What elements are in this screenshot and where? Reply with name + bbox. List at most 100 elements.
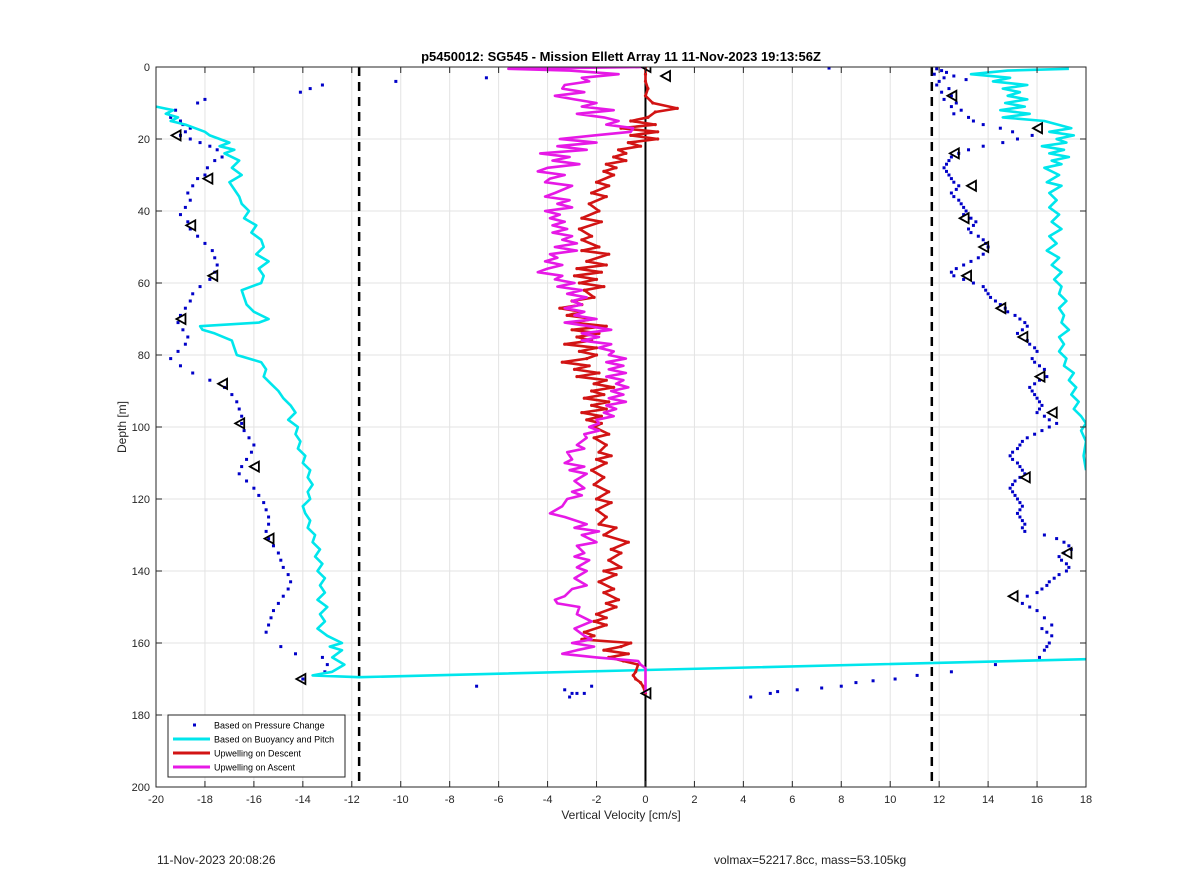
pressure-point	[249, 450, 253, 454]
descent-point	[634, 677, 638, 681]
pressure-point	[267, 522, 271, 526]
pressure-point	[215, 148, 219, 152]
pressure-point	[570, 691, 574, 695]
triangle-marker	[965, 179, 977, 193]
x-tick-label: -18	[197, 794, 213, 806]
pressure-point	[940, 69, 944, 73]
pressure-point	[183, 205, 187, 209]
pressure-point	[188, 137, 192, 141]
descent-point	[572, 274, 577, 278]
descent-point	[585, 418, 589, 422]
pressure-point	[198, 141, 202, 145]
pressure-point	[952, 180, 956, 184]
pressure-point	[942, 97, 946, 101]
pressure-point	[196, 101, 200, 105]
triangle-marker	[262, 532, 275, 546]
x-tick-label: 10	[884, 794, 896, 806]
pressure-point	[1035, 396, 1039, 400]
descent-point	[575, 335, 579, 339]
descent-point	[634, 670, 638, 674]
x-tick-label: 14	[982, 794, 994, 806]
triangle-marker	[994, 301, 1007, 315]
descent-point	[594, 457, 599, 461]
descent-point	[612, 385, 616, 389]
pressure-point	[1013, 493, 1017, 497]
descent-point	[616, 598, 621, 602]
pressure-point	[949, 191, 953, 195]
triangle-marker	[1045, 406, 1058, 420]
pressure-point	[220, 155, 224, 159]
pressure-point	[935, 83, 939, 87]
pressure-point	[186, 191, 190, 195]
series-line	[156, 105, 1086, 679]
triangle-marker	[1060, 546, 1073, 560]
descent-point	[612, 173, 616, 177]
pressure-point	[937, 79, 941, 83]
pressure-point	[257, 493, 261, 497]
pressure-point	[308, 87, 312, 91]
descent-point	[646, 115, 650, 119]
pressure-point	[1047, 641, 1051, 645]
pressure-point	[935, 67, 939, 71]
pressure-point	[981, 285, 985, 289]
pressure-point	[1011, 483, 1015, 487]
x-tick-label: -8	[445, 794, 455, 806]
pressure-point	[976, 234, 980, 238]
y-tick-label: 20	[138, 134, 150, 146]
pressure-point	[1028, 385, 1032, 389]
pressure-point	[208, 378, 212, 382]
pressure-point	[827, 67, 831, 70]
pressure-point	[188, 299, 192, 303]
legend-label: Upwelling on Descent	[214, 749, 302, 759]
pressure-point	[945, 70, 948, 74]
triangle-marker	[639, 686, 652, 700]
descent-point	[604, 443, 608, 447]
pressure-point	[986, 292, 990, 296]
descent-point	[604, 162, 608, 166]
pressure-point	[188, 198, 192, 202]
footer-volmax-mass: volmax=52217.8cc, mass=53.105kg	[714, 853, 907, 867]
pressure-point	[1023, 472, 1027, 476]
pressure-point	[1018, 317, 1022, 321]
descent-point	[609, 547, 613, 552]
pressure-point	[169, 357, 173, 361]
series-line	[558, 67, 679, 694]
pressure-point	[237, 407, 241, 411]
pressure-point	[954, 187, 958, 191]
pressure-point	[198, 285, 202, 289]
legend-label: Based on Pressure Change	[214, 721, 325, 731]
descent-point	[580, 216, 584, 220]
pressure-point	[208, 277, 212, 281]
x-tick-label: 18	[1080, 794, 1092, 806]
descent-point	[592, 295, 596, 299]
descent-point	[602, 569, 606, 573]
pressure-point	[989, 295, 993, 299]
pressure-point	[1057, 555, 1061, 559]
pressure-point	[1018, 443, 1022, 447]
descent-point	[626, 540, 630, 544]
pressure-point	[213, 159, 217, 163]
descent-point	[582, 288, 586, 292]
pressure-point	[174, 108, 178, 112]
pressure-point	[1033, 432, 1037, 436]
descent-point	[643, 94, 648, 98]
pressure-point	[795, 688, 799, 692]
pressure-point	[776, 690, 780, 694]
descent-point	[607, 184, 611, 188]
pressure-point	[949, 94, 953, 98]
pressure-point	[915, 673, 919, 677]
pressure-point	[1038, 364, 1041, 368]
pressure-point	[1035, 609, 1039, 613]
descent-point	[638, 681, 643, 685]
pressure-point	[1025, 594, 1029, 598]
pressure-point	[1020, 468, 1024, 472]
y-tick-label: 40	[138, 206, 150, 218]
descent-point	[675, 106, 679, 110]
pressure-point	[976, 256, 980, 260]
pressure-point	[974, 220, 978, 224]
descent-point	[614, 573, 618, 577]
pressure-point	[264, 508, 268, 512]
pressure-point	[235, 400, 239, 404]
pressure-point	[178, 313, 182, 317]
descent-point	[619, 565, 623, 570]
